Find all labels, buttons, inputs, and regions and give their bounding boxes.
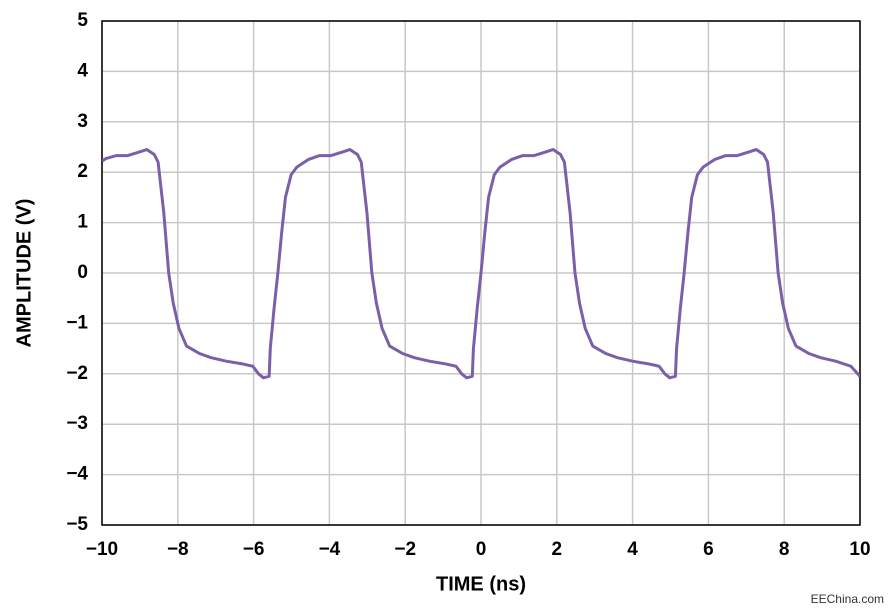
y-tick-label: 2 — [77, 161, 88, 182]
y-tick-label: −2 — [66, 363, 88, 384]
y-tick-label: −1 — [66, 312, 88, 333]
x-tick-label: −2 — [394, 539, 416, 560]
x-axis-label: TIME (ns) — [436, 573, 526, 595]
y-tick-label: 5 — [77, 10, 88, 31]
x-tick-label: 8 — [779, 539, 790, 560]
y-tick-label: −5 — [66, 514, 88, 535]
x-tick-label: −6 — [243, 539, 265, 560]
x-tick-label: 10 — [849, 539, 870, 560]
y-tick-label: 0 — [77, 262, 88, 283]
x-tick-label: −4 — [319, 539, 341, 560]
y-tick-label: 3 — [77, 111, 88, 132]
signal-line — [102, 148, 860, 380]
x-tick-label: −8 — [167, 539, 189, 560]
x-tick-label: 4 — [627, 539, 638, 560]
y-tick-label: 4 — [77, 60, 88, 81]
y-tick-label: −3 — [66, 413, 88, 434]
x-tick-label: 2 — [552, 539, 563, 560]
y-tick-label: −4 — [66, 464, 88, 485]
y-tick-label: 1 — [77, 212, 88, 233]
x-tick-label: −10 — [86, 539, 118, 560]
x-tick-label: 0 — [476, 539, 487, 560]
watermark: EEChina.com — [811, 592, 884, 606]
plot-frame — [101, 20, 861, 526]
x-tick-label: 6 — [703, 539, 714, 560]
y-axis-label: AMPLITUDE (V) — [13, 199, 35, 348]
